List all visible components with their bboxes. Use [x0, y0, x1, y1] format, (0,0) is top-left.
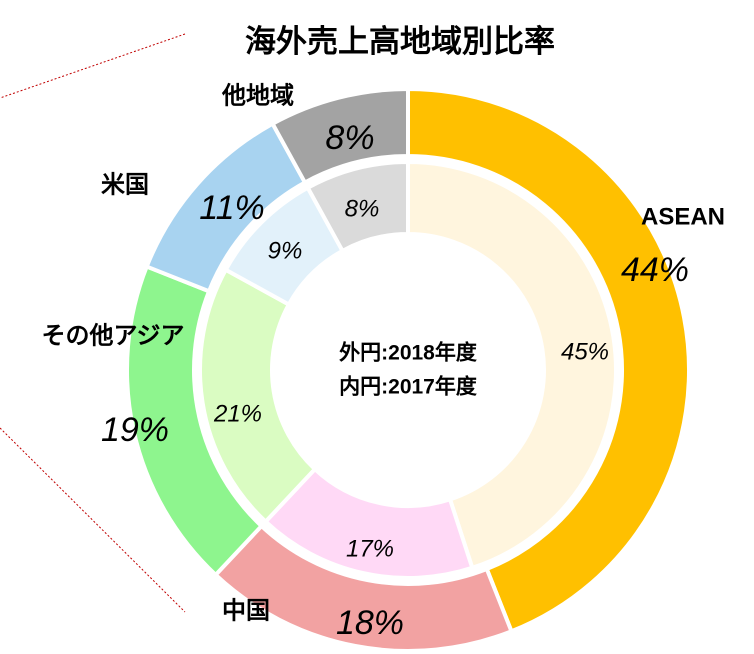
outer-slice: [406, 86, 691, 634]
category-label: ASEAN: [641, 203, 725, 230]
category-label: 中国: [222, 597, 270, 624]
center-label: 内円:2017年度: [339, 375, 477, 399]
inner-value-label: 9%: [268, 237, 303, 264]
inner-slice: [406, 159, 618, 571]
category-label: 他地域: [221, 82, 294, 109]
outer-value-label: 44%: [621, 251, 689, 289]
inner-value-label: 45%: [561, 338, 609, 365]
leader-line: [0, 427, 186, 613]
outer-value-label: 18%: [336, 604, 404, 642]
outer-value-label: 19%: [101, 411, 169, 449]
inner-slice: [305, 159, 410, 254]
category-label: 米国: [101, 171, 149, 198]
chart-title: 海外売上高地域別比率: [245, 24, 555, 59]
inner-value-label: 8%: [345, 195, 380, 222]
inner-value-label: 21%: [213, 400, 262, 427]
category-label: その他アジア: [41, 322, 184, 349]
leader-line: [0, 33, 186, 99]
outer-value-label: 11%: [199, 189, 265, 227]
outer-slice: [269, 86, 410, 186]
inner-value-label: 17%: [346, 535, 394, 562]
outer-value-label: 8%: [325, 119, 374, 157]
center-label: 外円:2018年度: [339, 341, 477, 365]
